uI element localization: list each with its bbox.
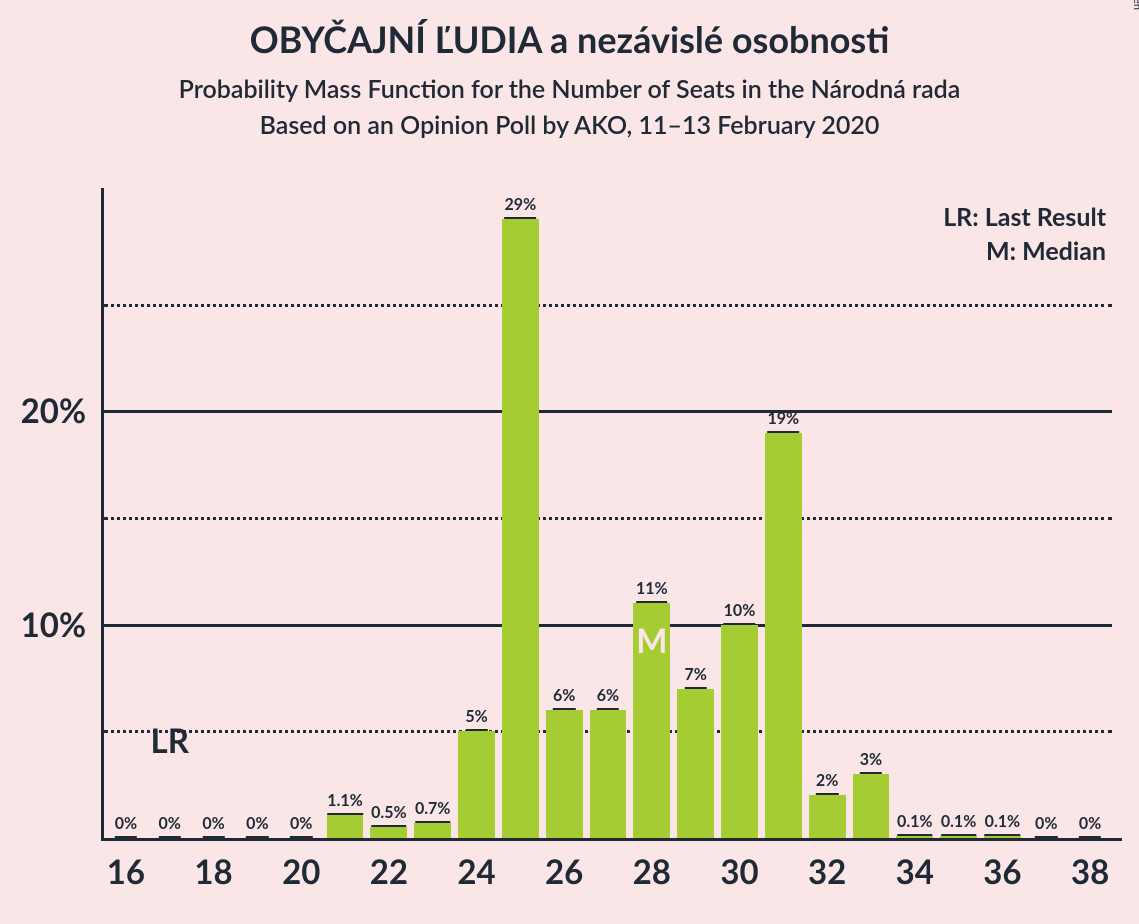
x-tick-label: 20 <box>282 838 320 892</box>
chart-root: © 2020 Filip van Laenen OBYČAJNÍ ĽUDIA a… <box>0 0 1139 924</box>
gridline-minor <box>104 304 1112 307</box>
x-tick-label: 22 <box>370 838 408 892</box>
bar-value-label: 0% <box>115 814 137 838</box>
bar-value-label: 6% <box>553 686 575 710</box>
bar: 2% <box>809 795 846 838</box>
plot-area: LR: Last Result M: Median 10%20%16182022… <box>104 198 1112 838</box>
bar: 0.1% <box>984 836 1021 838</box>
gridline-minor <box>104 517 1112 520</box>
bar-value-label: 0% <box>246 814 268 838</box>
bar: 6% <box>590 710 627 838</box>
bar-value-label: 0.7% <box>415 799 450 823</box>
x-tick-label: 36 <box>983 838 1021 892</box>
x-tick-label: 18 <box>194 838 232 892</box>
x-tick-label: 24 <box>457 838 495 892</box>
bar-value-label: 0.1% <box>985 812 1020 836</box>
bar-value-label: 6% <box>597 686 619 710</box>
bar-value-label: 3% <box>860 750 882 774</box>
bar-value-label: 0% <box>202 814 224 838</box>
chart-title: OBYČAJNÍ ĽUDIA a nezávislé osobnosti <box>0 18 1139 61</box>
y-tick-label: 20% <box>21 391 104 431</box>
bar: 1.1% <box>327 815 364 838</box>
y-tick-label: 10% <box>21 605 104 645</box>
bar-value-label: 0.1% <box>941 812 976 836</box>
bar-value-label: 5% <box>465 707 487 731</box>
bar-value-label: 0.5% <box>371 803 406 827</box>
bar: 0.1% <box>940 836 977 838</box>
bar: 0.1% <box>896 836 933 838</box>
gridline-major <box>104 410 1112 413</box>
median-marker: M <box>636 621 667 661</box>
x-tick-label: 30 <box>720 838 758 892</box>
x-tick-label: 32 <box>808 838 846 892</box>
subtitle-line-1: Probability Mass Function for the Number… <box>179 74 961 104</box>
bar: 29% <box>502 219 539 838</box>
x-tick-label: 16 <box>107 838 145 892</box>
bar-value-label: 19% <box>767 409 799 433</box>
legend-m: M: Median <box>943 236 1106 266</box>
bar-value-label: 0% <box>1035 814 1057 838</box>
legend: LR: Last Result M: Median <box>943 202 1106 270</box>
bar: 11%M <box>633 603 670 838</box>
bar: 6% <box>546 710 583 838</box>
bar: 10% <box>721 625 758 838</box>
bar: 3% <box>853 774 890 838</box>
bar-value-label: 0% <box>1079 814 1101 838</box>
x-tick-label: 28 <box>633 838 671 892</box>
chart-subtitle: Probability Mass Function for the Number… <box>0 71 1139 144</box>
bar-value-label: 10% <box>724 601 756 625</box>
legend-lr: LR: Last Result <box>943 202 1106 232</box>
x-tick-label: 34 <box>896 838 934 892</box>
bar: 0.5% <box>370 827 407 838</box>
y-axis-line <box>101 188 104 841</box>
x-tick-label: 26 <box>545 838 583 892</box>
copyright-text: © 2020 Filip van Laenen <box>1131 0 1139 10</box>
x-axis-line <box>101 838 1122 841</box>
bar-value-label: 0% <box>159 814 181 838</box>
bar-value-label: 29% <box>505 195 537 219</box>
bar-value-label: 1.1% <box>327 791 362 815</box>
subtitle-line-2: Based on an Opinion Poll by AKO, 11–13 F… <box>260 110 880 140</box>
bar: 5% <box>458 731 495 838</box>
bar-value-label: 0% <box>290 814 312 838</box>
bar: 19% <box>765 433 802 838</box>
x-tick-label: 38 <box>1071 838 1109 892</box>
bar: 7% <box>677 689 714 838</box>
bar-value-label: 0.1% <box>897 812 932 836</box>
bar-value-label: 7% <box>684 665 706 689</box>
bar: 0.7% <box>414 823 451 838</box>
bar-value-label: 11% <box>636 579 668 603</box>
gridline-major <box>104 624 1112 627</box>
last-result-marker: LR <box>151 721 189 761</box>
bar-value-label: 2% <box>816 771 838 795</box>
title-block: OBYČAJNÍ ĽUDIA a nezávislé osobnosti Pro… <box>0 18 1139 144</box>
